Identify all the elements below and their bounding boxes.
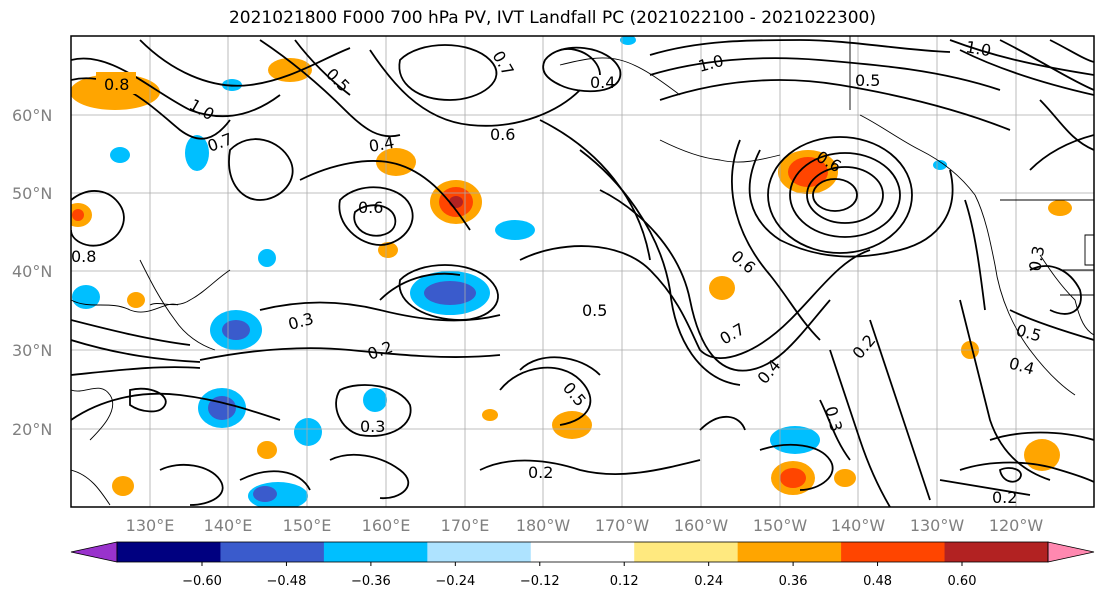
lon-label: 170°E	[441, 516, 490, 535]
colorbar-cell	[944, 542, 1049, 562]
colorbar-tick-label: 0.60	[948, 574, 977, 589]
contour-label: 0.4	[367, 133, 395, 156]
anomaly-blob	[253, 486, 277, 502]
anomaly-blob	[933, 160, 947, 170]
anomaly-blob	[127, 292, 145, 308]
anomaly-blob	[268, 58, 312, 82]
lon-label: 130°E	[126, 516, 175, 535]
contour-label: 0.8	[71, 247, 96, 266]
colorbar-cell	[323, 542, 428, 562]
colorbar-tick-label: −0.24	[435, 574, 475, 589]
anomaly-blob	[620, 36, 636, 45]
colorbar-cell	[117, 542, 221, 562]
anomaly-blob	[482, 409, 498, 421]
colorbar-tick-label: −0.12	[520, 574, 560, 589]
lon-label: 150°E	[283, 516, 332, 535]
anomaly-blob	[378, 242, 398, 258]
colorbar-tick-label: 0.12	[610, 574, 639, 589]
anomaly-blob	[552, 411, 592, 439]
colorbar-cell	[530, 542, 635, 562]
anomaly-blob	[780, 468, 806, 488]
anomaly-blob	[185, 135, 209, 171]
colorbar-cell	[427, 542, 532, 562]
contour-label: 0.4	[590, 73, 615, 92]
colorbar-cell	[737, 542, 842, 562]
contour-label: 0.6	[490, 125, 515, 144]
contour-label: 1.0	[964, 37, 992, 60]
anomaly-blob	[1024, 439, 1060, 471]
contour-label: 0.2	[992, 488, 1017, 507]
colorbar-frame	[116, 541, 1049, 563]
anomaly-blob	[72, 209, 84, 221]
lon-label: 180°W	[516, 516, 571, 535]
anomaly-blob	[1048, 200, 1072, 216]
lat-label-20n: 20°N	[12, 420, 52, 439]
coastlines	[71, 36, 1094, 506]
anomaly-blob	[257, 441, 277, 459]
colorbar-tick-label: −0.48	[267, 574, 307, 589]
contour-label: 0.5	[855, 71, 880, 90]
lon-label: 140°E	[204, 516, 253, 535]
contour-label: 0.5	[582, 301, 607, 320]
colorbar-extend-high	[1047, 541, 1095, 563]
anomaly-blob	[709, 276, 735, 300]
anomaly-blob	[110, 147, 130, 163]
colorbar-ticks: −0.60 −0.48 −0.36 −0.24 −0.12 0.12 0.24 0.36 0.4…	[182, 562, 976, 589]
colorbar-tick-label: −0.36	[351, 574, 391, 589]
lat-label-40n: 40°N	[12, 262, 52, 281]
anomaly-blob	[788, 157, 828, 187]
anomaly-blob	[770, 426, 820, 454]
lon-label: 160°E	[362, 516, 411, 535]
lon-label: 120°W	[989, 516, 1044, 535]
anomaly-blob	[449, 196, 463, 208]
lon-label: 130°W	[910, 516, 965, 535]
anomaly-blob	[363, 388, 387, 412]
colorbar-extend-low	[70, 541, 118, 563]
plot-frame	[70, 35, 1095, 508]
contour-label: 0.8	[104, 75, 129, 94]
anomaly-blob	[258, 249, 276, 267]
lat-label-30n: 30°N	[12, 341, 52, 360]
contour-label: 0.2	[528, 463, 553, 482]
anomaly-blob	[424, 281, 476, 305]
colorbar-tick-label: −0.60	[182, 574, 222, 589]
pv-contours	[71, 39, 1094, 507]
colorbar-tick-label: 0.24	[694, 574, 723, 589]
colorbar-tick-label: 0.48	[863, 574, 892, 589]
anomaly-blob	[222, 320, 250, 340]
anomaly-blob	[208, 396, 236, 420]
map-title: 2021021800 F000 700 hPa PV, IVT Landfall…	[228, 8, 876, 28]
anomaly-blob	[112, 476, 134, 496]
lon-label: 140°W	[831, 516, 886, 535]
lat-label-50n: 50°N	[12, 184, 52, 203]
contour-label: 0.3	[360, 417, 385, 436]
anomaly-blob	[294, 418, 322, 446]
colorbar-cell	[220, 542, 325, 562]
longitude-labels: 130°E 140°E 150°E 160°E 170°E 180°W 170°…	[126, 516, 1044, 535]
colorbar-cells	[117, 542, 1049, 562]
contour-label: 0.3	[1025, 244, 1048, 272]
anomaly-blob	[834, 469, 856, 487]
colorbar: −0.60 −0.48 −0.36 −0.24 −0.12 0.12 0.24 0.36 0.4…	[70, 541, 1095, 589]
colorbar-cell	[634, 542, 739, 562]
lon-label: 170°W	[595, 516, 650, 535]
colorbar-tick-label: 0.36	[779, 574, 808, 589]
contour-label: 0.6	[358, 198, 383, 217]
latitude-labels: 60°N 50°N 40°N 30°N 20°N	[12, 106, 52, 439]
lon-label: 150°W	[753, 516, 808, 535]
lon-label: 160°W	[674, 516, 729, 535]
colorbar-cell	[841, 542, 946, 562]
anomaly-blob	[495, 220, 535, 240]
lat-label-60n: 60°N	[12, 106, 52, 125]
